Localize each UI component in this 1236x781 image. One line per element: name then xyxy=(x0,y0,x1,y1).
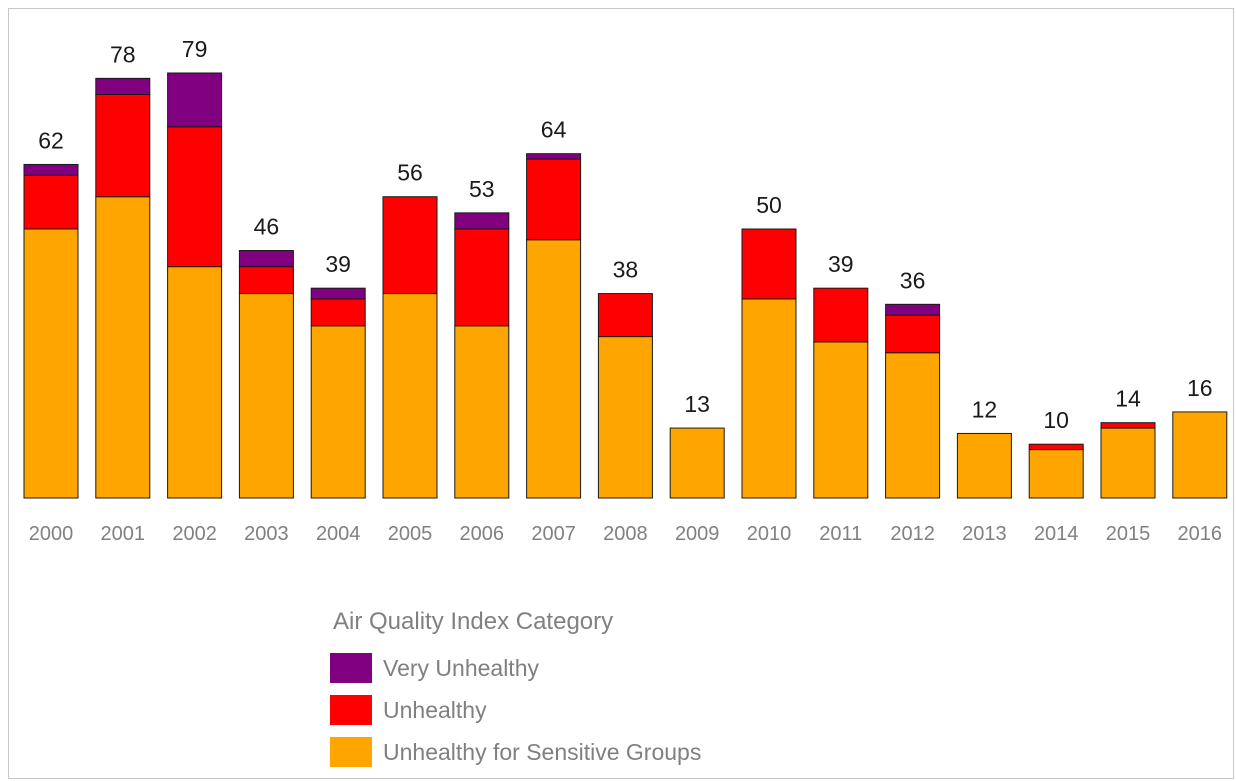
legend-label: Unhealthy xyxy=(383,697,487,723)
bar-segment xyxy=(382,293,438,499)
bar-total-label: 36 xyxy=(900,267,926,293)
legend-swatch xyxy=(330,695,372,725)
x-tick-label: 2016 xyxy=(1178,523,1223,545)
bar-segment xyxy=(167,126,223,268)
x-tick-label: 2013 xyxy=(962,523,1007,545)
x-tick-label: 2004 xyxy=(316,523,361,545)
bar-segment xyxy=(526,239,582,499)
bar-segment xyxy=(23,174,79,230)
bar-segment xyxy=(310,298,366,327)
bar-segment xyxy=(95,196,151,499)
bar-segment xyxy=(1028,449,1084,499)
bar-total-label: 50 xyxy=(756,192,782,218)
bar-segment xyxy=(741,228,797,300)
bar-segment xyxy=(1172,411,1228,499)
bar-total-label: 14 xyxy=(1115,386,1141,412)
legend-swatch xyxy=(330,737,372,767)
bar-total-label: 56 xyxy=(397,160,423,186)
bar-segment xyxy=(382,196,438,295)
x-tick-label: 2009 xyxy=(675,523,720,545)
x-tick-label: 2001 xyxy=(101,523,146,545)
bar-segment xyxy=(23,228,79,499)
bar-segment xyxy=(454,325,510,499)
x-tick-label: 2014 xyxy=(1034,523,1079,545)
bar-total-label: 53 xyxy=(469,176,495,202)
bar-segment xyxy=(310,287,366,300)
x-tick-label: 2005 xyxy=(388,523,433,545)
bar-segment xyxy=(454,212,510,230)
bar-total-label: 78 xyxy=(110,41,136,67)
bar-segment xyxy=(167,72,223,128)
x-tick-label: 2011 xyxy=(819,523,862,545)
bar-total-label: 38 xyxy=(613,257,639,283)
bar-segment xyxy=(1100,422,1156,429)
bar-total-label: 13 xyxy=(684,391,710,417)
x-tick-label: 2012 xyxy=(890,523,935,545)
legend-swatch xyxy=(330,653,372,683)
bar-segment xyxy=(597,336,653,499)
bar-segment xyxy=(95,94,151,198)
bar-segment xyxy=(95,77,151,95)
bar-total-label: 16 xyxy=(1187,375,1213,401)
legend-label: Very Unhealthy xyxy=(383,655,539,681)
legend-title: Air Quality Index Category xyxy=(333,608,613,635)
bar-segment xyxy=(885,303,941,316)
x-tick-label: 2002 xyxy=(172,523,217,545)
bars-group xyxy=(23,72,1228,499)
bar-segment xyxy=(956,432,1012,499)
bar-total-label: 79 xyxy=(182,36,208,62)
bar-segment xyxy=(597,293,653,338)
x-tick-label: 2000 xyxy=(29,523,74,545)
legend: Air Quality Index Category Very Unhealthy… xyxy=(330,608,701,767)
x-tick-label: 2007 xyxy=(531,523,576,545)
bar-total-label: 46 xyxy=(254,214,280,240)
bar-total-label: 64 xyxy=(541,117,567,143)
bar-segment xyxy=(1100,427,1156,499)
x-tick-label: 2003 xyxy=(244,523,289,545)
bar-segment xyxy=(885,314,941,354)
bar-segment xyxy=(310,325,366,499)
bar-segment xyxy=(813,287,869,343)
bar-total-label: 39 xyxy=(325,251,351,277)
bar-segment xyxy=(167,266,223,499)
bar-segment xyxy=(526,153,582,160)
bar-segment xyxy=(238,266,294,295)
bar-total-label: 62 xyxy=(38,127,64,153)
x-tick-label: 2010 xyxy=(747,523,792,545)
bar-segment xyxy=(669,427,725,499)
legend-label: Unhealthy for Sensitive Groups xyxy=(383,739,701,765)
bar-segment xyxy=(741,298,797,499)
bar-segment xyxy=(23,163,79,176)
bar-segment xyxy=(454,228,510,327)
bar-total-label: 39 xyxy=(828,251,854,277)
bar-segment xyxy=(885,352,941,499)
bar-total-label: 12 xyxy=(972,396,998,422)
bar-total-label: 10 xyxy=(1043,407,1069,433)
bar-segment xyxy=(238,250,294,268)
bar-segment xyxy=(526,158,582,241)
bar-segment xyxy=(813,341,869,499)
bar-segment xyxy=(1028,443,1084,451)
x-tick-label: 2006 xyxy=(460,523,505,545)
x-tick-label: 2008 xyxy=(603,523,648,545)
x-tick-label: 2015 xyxy=(1106,523,1151,545)
bar-segment xyxy=(238,293,294,499)
